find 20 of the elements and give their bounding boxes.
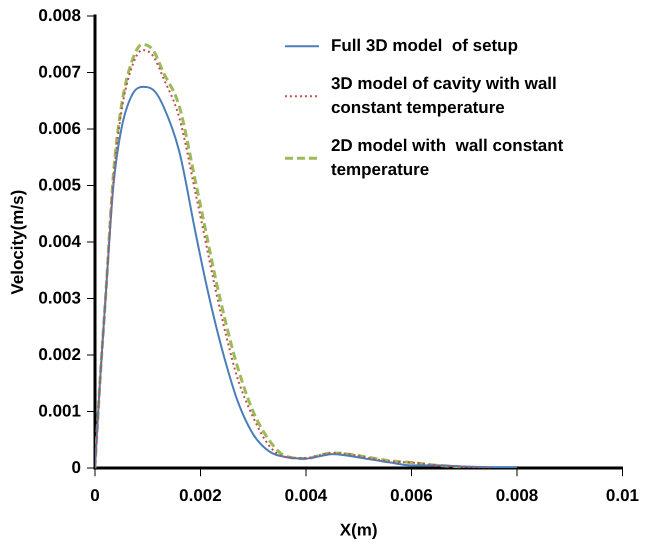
legend-label: 2D model with wall constant temperature	[330, 136, 564, 179]
y-tick-label: 0.006	[38, 118, 81, 138]
x-tick-label: 0	[90, 486, 100, 506]
y-tick-label: 0.007	[38, 62, 81, 82]
y-tick-label: 0.004	[38, 232, 82, 251]
y-tick-label: 0.001	[38, 401, 81, 420]
legend-label: 3D model of cavity with wall constant temperature	[330, 74, 557, 117]
x-tick-label: 0.002	[179, 486, 222, 506]
y-tick-label: 0.003	[38, 288, 81, 308]
x-tick-label: 0.004	[284, 486, 328, 506]
x-axis-title: X(m)	[340, 520, 378, 540]
x-tick-label: 0.008	[496, 486, 538, 506]
x-tick-label: 0.01	[606, 486, 640, 506]
x-tick-label: 0.006	[390, 486, 433, 506]
y-tick-label: 0.008	[38, 6, 81, 25]
legend-label: Full 3D model of setup	[330, 36, 518, 55]
y-tick-label: 0.002	[38, 344, 81, 364]
y-axis-title: Velocity(m/s)	[8, 190, 27, 295]
y-tick-label: 0	[71, 458, 81, 477]
y-tick-label: 0.005	[38, 175, 81, 194]
